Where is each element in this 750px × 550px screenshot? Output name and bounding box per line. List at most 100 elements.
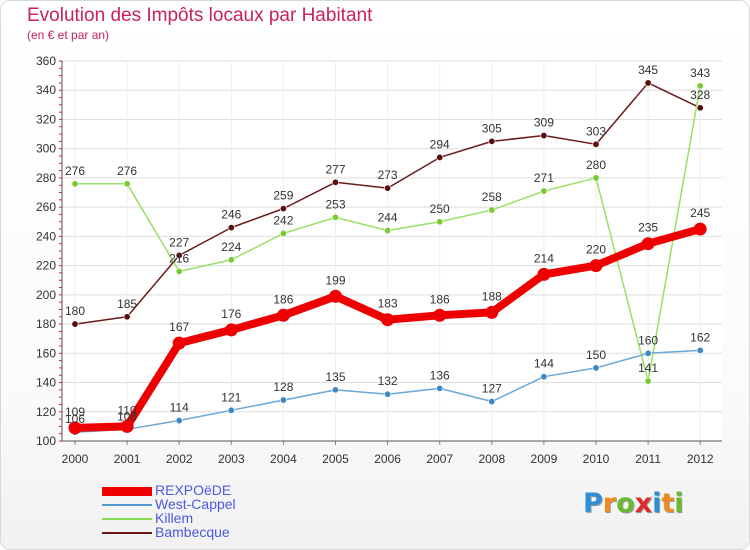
y-tick-label: 160	[36, 346, 56, 360]
data-label: 186	[430, 292, 450, 306]
data-label: 303	[586, 124, 606, 138]
data-labels-west-cappel: 106 108 114 121 128 135 132 136 127 144 150 160 162	[65, 330, 711, 426]
proxiti-logo: Proxiti	[583, 488, 684, 519]
data-point	[227, 224, 235, 232]
data-label: 188	[482, 289, 502, 303]
data-label: 199	[325, 273, 345, 287]
data-point	[696, 104, 704, 112]
data-point	[488, 398, 496, 406]
data-label: 277	[325, 162, 345, 176]
x-tick-label: 2006	[374, 452, 401, 466]
data-label: 259	[273, 189, 293, 203]
y-tick-label: 260	[36, 200, 56, 214]
chart-title: Evolution des Impôts locaux par Habitant	[27, 5, 373, 26]
data-label: 150	[586, 348, 606, 362]
data-label: 128	[273, 380, 293, 394]
series-points-killem	[71, 82, 704, 385]
data-point	[329, 289, 342, 303]
data-point	[227, 256, 235, 264]
data-point	[592, 364, 600, 372]
data-point	[696, 346, 704, 354]
data-point	[71, 320, 79, 328]
chart-legend: REXPOëDE West-Cappel Killem Bambecque	[102, 483, 322, 540]
y-tick-label: 220	[36, 259, 56, 273]
logo-letter: x	[634, 488, 653, 519]
data-label: 141	[638, 361, 658, 375]
data-label: 345	[638, 63, 658, 77]
data-label: 328	[690, 88, 710, 102]
x-tick-label: 2001	[114, 452, 141, 466]
data-point	[331, 386, 339, 394]
data-label: 276	[117, 164, 137, 178]
data-label: 245	[690, 206, 710, 220]
x-tick-label: 2010	[583, 452, 610, 466]
data-point	[540, 132, 548, 140]
data-label: 220	[586, 243, 606, 257]
data-point	[384, 227, 392, 235]
y-tick-label: 280	[36, 171, 56, 185]
data-point	[644, 349, 652, 357]
data-point	[175, 267, 183, 275]
data-point	[68, 421, 82, 435]
legend-item: Killem	[102, 510, 322, 526]
data-point	[641, 237, 655, 251]
y-tick-label: 180	[36, 317, 56, 331]
y-tick-label: 360	[36, 54, 56, 68]
logo-letter: i	[652, 488, 662, 519]
data-label: 246	[221, 208, 241, 222]
data-label: 186	[273, 292, 293, 306]
data-point	[279, 396, 287, 404]
data-point	[540, 187, 548, 195]
data-label: 235	[638, 221, 658, 235]
x-tick-label: 2007	[426, 452, 453, 466]
data-point	[436, 153, 444, 161]
data-label: 343	[690, 66, 710, 80]
data-label: 253	[325, 197, 345, 211]
y-tick-label: 320	[36, 112, 56, 126]
legend-label: Killem	[155, 510, 194, 526]
logo-letter: t	[661, 488, 675, 519]
data-point	[175, 251, 183, 259]
legend-item: REXPOëDE	[102, 483, 322, 498]
data-point	[172, 336, 186, 350]
x-tick-label: 2011	[635, 452, 661, 466]
data-label: 250	[430, 202, 450, 216]
data-point	[279, 205, 287, 213]
x-tick-label: 2000	[62, 452, 89, 466]
data-point	[331, 213, 339, 221]
data-label: 121	[221, 390, 241, 404]
data-label: 109	[65, 405, 85, 419]
y-tick-label: 200	[36, 288, 56, 302]
data-label: 135	[325, 370, 345, 384]
data-label: 167	[169, 320, 189, 334]
logo-letter: i	[674, 488, 684, 519]
data-label: 258	[482, 190, 502, 204]
x-tick-label: 2008	[478, 452, 505, 466]
legend-label: West-Cappel	[155, 496, 236, 512]
data-label: 227	[169, 235, 189, 249]
data-point	[592, 140, 600, 148]
data-label: 305	[482, 121, 502, 135]
data-label: 183	[378, 297, 398, 311]
data-point	[123, 180, 131, 188]
y-tick-label: 240	[36, 229, 56, 243]
data-label: 160	[638, 333, 658, 347]
series-points-rexpo-de	[68, 222, 707, 435]
legend-item: Bambecque	[102, 525, 322, 540]
data-label: 276	[65, 164, 85, 178]
data-label: 273	[378, 168, 398, 182]
data-label: 216	[169, 251, 189, 265]
data-point	[488, 137, 496, 145]
data-point	[224, 323, 238, 337]
data-label: 242	[273, 213, 293, 227]
data-label: 224	[221, 240, 241, 254]
legend-swatch	[102, 532, 152, 534]
data-point	[123, 313, 131, 321]
data-label: 294	[430, 137, 450, 151]
data-point	[644, 377, 652, 385]
x-tick-label: 2002	[166, 452, 193, 466]
data-labels-rexpo-de: 109 110 167 176 186 199 183 186 188 214 220 235 245	[65, 206, 711, 419]
data-point	[384, 184, 392, 192]
y-tick-labels: 100 120 140 160 180 200 220 240 260 280 300 320 340 3…	[36, 54, 56, 448]
data-point	[175, 417, 183, 425]
